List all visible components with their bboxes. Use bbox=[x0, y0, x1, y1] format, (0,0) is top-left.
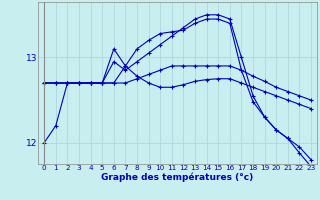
X-axis label: Graphe des températures (°c): Graphe des températures (°c) bbox=[101, 173, 254, 182]
